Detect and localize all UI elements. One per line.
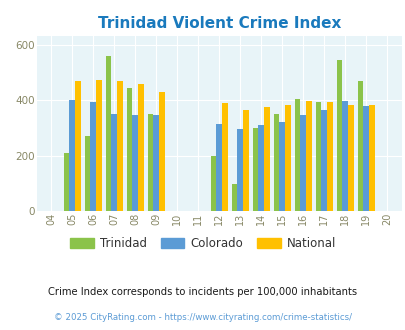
Text: © 2025 CityRating.com - https://www.cityrating.com/crime-statistics/: © 2025 CityRating.com - https://www.city… [54, 313, 351, 322]
Bar [132, 115, 138, 211]
Bar [347, 105, 353, 211]
Bar [273, 114, 279, 211]
Bar [357, 81, 362, 211]
Text: Crime Index corresponds to incidents per 100,000 inhabitants: Crime Index corresponds to incidents per… [48, 287, 357, 297]
Bar [341, 101, 347, 211]
Bar [321, 110, 326, 211]
Bar [263, 107, 269, 211]
Bar [279, 122, 284, 211]
Bar [315, 102, 321, 211]
Title: Trinidad Violent Crime Index: Trinidad Violent Crime Index [97, 16, 340, 31]
Bar [96, 80, 102, 211]
Bar [105, 56, 111, 211]
Bar [326, 102, 332, 211]
Bar [284, 105, 290, 211]
Bar [210, 156, 216, 211]
Bar [300, 115, 305, 211]
Bar [243, 110, 248, 211]
Bar [153, 115, 159, 211]
Bar [368, 105, 374, 211]
Bar [159, 92, 164, 211]
Bar [138, 84, 143, 211]
Bar [222, 104, 227, 211]
Bar [117, 81, 122, 211]
Bar [90, 102, 96, 211]
Bar [111, 114, 117, 211]
Bar [258, 125, 263, 211]
Bar [216, 124, 222, 211]
Bar [147, 114, 153, 211]
Bar [64, 153, 69, 211]
Bar [75, 81, 81, 211]
Bar [231, 184, 237, 211]
Bar [294, 99, 300, 211]
Bar [85, 136, 90, 211]
Bar [252, 128, 258, 211]
Bar [336, 60, 341, 211]
Legend: Trinidad, Colorado, National: Trinidad, Colorado, National [65, 232, 340, 255]
Bar [126, 88, 132, 211]
Bar [237, 129, 243, 211]
Bar [362, 106, 368, 211]
Bar [69, 100, 75, 211]
Bar [305, 101, 311, 211]
